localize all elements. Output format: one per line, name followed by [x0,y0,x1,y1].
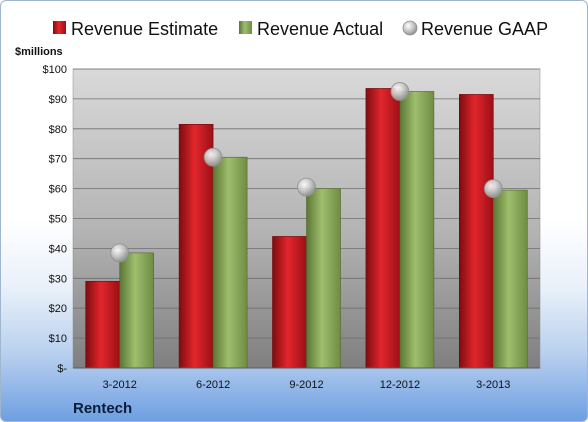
y-tick-label: $- [57,363,67,375]
y-tick-label: $80 [49,124,67,136]
y-tick-label: $60 [49,184,67,196]
y-tick-label: $40 [49,243,67,255]
company-name: Rentech [73,400,132,417]
legend-label-revenue-gaap: Revenue GAAP [421,19,548,39]
x-axis-ticks: 3-2012 6-2012 9-2012 12-2012 3-2013 [103,379,511,391]
legend-swatch-revenue-estimate [53,21,66,34]
marker-revenue-gaap-3-2013 [483,179,503,199]
bar-revenue-estimate-6-2012 [178,124,214,369]
gaap-markers [110,82,503,263]
bar-revenue-actual-12-2012 [399,91,435,369]
legend-swatch-revenue-actual [239,21,252,34]
y-axis-unit-label: $millions [15,46,63,58]
bar-revenue-actual-3-2012 [119,252,154,369]
y-tick-label: $100 [43,64,67,76]
x-tick-label-3-2012: 3-2012 [103,379,137,391]
y-axis-ticks: $- $10 $20 $30 $40 $50 $60 $70 $80 $90 $100 [43,64,68,375]
y-tick-label: $50 [49,214,67,226]
bar-revenue-actual-9-2012 [306,188,341,369]
x-tick-label-6-2012: 6-2012 [196,379,230,391]
bar-revenue-estimate-9-2012 [272,236,307,369]
legend-label-revenue-actual: Revenue Actual [257,19,383,39]
legend-marker-revenue-gaap [402,20,418,36]
marker-revenue-gaap-6-2012 [203,147,223,167]
x-tick-label-12-2012: 12-2012 [380,379,420,391]
y-tick-label: $70 [49,154,67,166]
y-tick-label: $90 [49,94,67,106]
bar-revenue-actual-6-2012 [212,156,248,369]
marker-revenue-gaap-3-2012 [110,243,130,263]
x-tick-label-3-2013: 3-2013 [476,379,510,391]
marker-revenue-gaap-9-2012 [297,177,316,197]
y-tick-label: $30 [49,273,67,285]
bar-revenue-actual-3-2013 [492,189,528,369]
y-tick-label: $20 [49,303,67,315]
legend: Revenue Estimate Revenue Actual Revenue … [53,19,548,39]
y-tick-label: $10 [49,333,67,345]
bar-revenue-estimate-12-2012 [365,88,401,369]
legend-label-revenue-estimate: Revenue Estimate [71,19,218,39]
bar-revenue-estimate-3-2013 [458,94,494,369]
bar-revenue-estimate-3-2012 [85,280,120,369]
marker-revenue-gaap-12-2012 [390,82,410,101]
x-tick-label-9-2012: 9-2012 [289,379,323,391]
